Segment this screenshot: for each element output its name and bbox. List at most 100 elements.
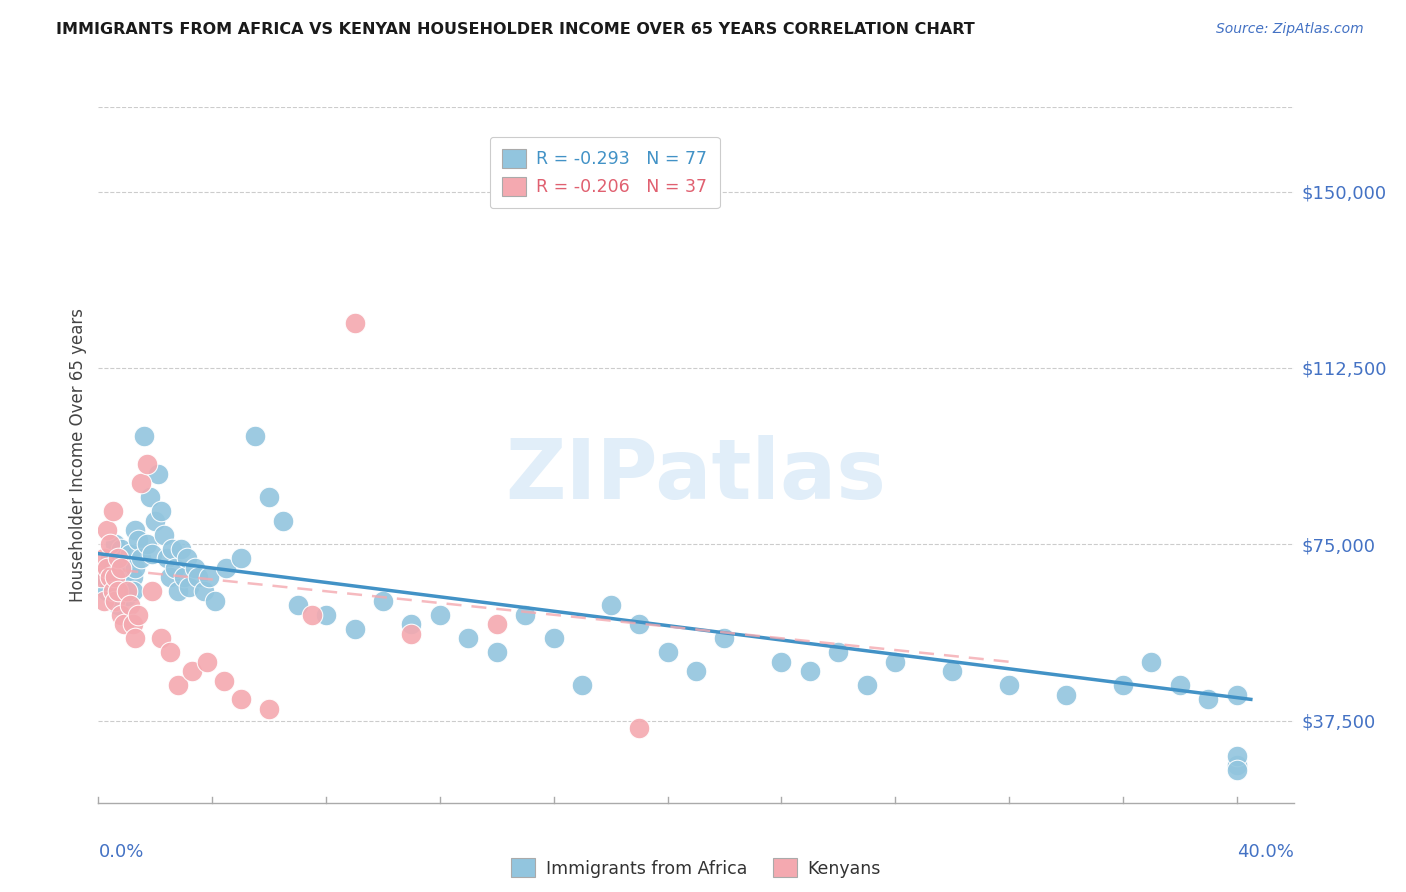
- Point: [104, 570, 127, 584]
- Point: [121, 584, 143, 599]
- Point: [184, 560, 207, 574]
- Point: [229, 692, 252, 706]
- Point: [93, 570, 115, 584]
- Point: [121, 617, 143, 632]
- Point: [181, 664, 204, 678]
- Point: [287, 599, 309, 613]
- Point: [212, 673, 235, 688]
- Point: [129, 476, 152, 491]
- Point: [127, 533, 149, 547]
- Point: [118, 599, 141, 613]
- Point: [93, 593, 115, 607]
- Point: [176, 551, 198, 566]
- Point: [112, 574, 135, 589]
- Point: [118, 547, 141, 561]
- Point: [371, 593, 394, 607]
- Point: [884, 655, 907, 669]
- Text: Source: ZipAtlas.com: Source: ZipAtlas.com: [1216, 22, 1364, 37]
- Point: [110, 560, 132, 574]
- Point: [96, 523, 118, 537]
- Point: [156, 551, 179, 566]
- Point: [170, 541, 193, 556]
- Point: [148, 467, 170, 481]
- Point: [150, 632, 173, 646]
- Point: [1054, 688, 1077, 702]
- Point: [129, 551, 152, 566]
- Point: [141, 584, 163, 599]
- Point: [229, 551, 252, 566]
- Point: [1140, 655, 1163, 669]
- Point: [98, 537, 121, 551]
- Point: [162, 541, 184, 556]
- Y-axis label: Householder Income Over 65 years: Householder Income Over 65 years: [69, 308, 87, 602]
- Point: [138, 490, 160, 504]
- Point: [110, 541, 132, 556]
- Point: [165, 560, 187, 574]
- Point: [104, 593, 127, 607]
- Point: [107, 551, 129, 566]
- Point: [167, 678, 190, 692]
- Point: [343, 316, 366, 330]
- Point: [1197, 692, 1219, 706]
- Point: [90, 570, 112, 584]
- Point: [167, 584, 190, 599]
- Point: [179, 580, 201, 594]
- Point: [96, 560, 118, 574]
- Point: [124, 560, 146, 574]
- Point: [93, 551, 115, 566]
- Point: [187, 570, 209, 584]
- Point: [124, 523, 146, 537]
- Point: [127, 607, 149, 622]
- Point: [515, 607, 537, 622]
- Point: [153, 528, 176, 542]
- Point: [173, 570, 195, 584]
- Point: [198, 570, 221, 584]
- Point: [485, 617, 508, 632]
- Point: [770, 655, 793, 669]
- Point: [98, 551, 121, 566]
- Point: [1226, 748, 1249, 763]
- Point: [150, 504, 173, 518]
- Point: [273, 514, 295, 528]
- Point: [143, 514, 166, 528]
- Point: [96, 584, 118, 599]
- Point: [401, 626, 423, 640]
- Point: [685, 664, 707, 678]
- Point: [827, 645, 849, 659]
- Point: [132, 429, 155, 443]
- Point: [1226, 758, 1249, 772]
- Point: [124, 632, 146, 646]
- Point: [159, 645, 181, 659]
- Point: [101, 560, 124, 574]
- Point: [115, 584, 138, 599]
- Point: [257, 490, 280, 504]
- Point: [301, 607, 323, 622]
- Point: [343, 622, 366, 636]
- Point: [243, 429, 266, 443]
- Point: [101, 504, 124, 518]
- Point: [141, 547, 163, 561]
- Point: [121, 570, 143, 584]
- Point: [571, 678, 593, 692]
- Point: [457, 632, 479, 646]
- Point: [1168, 678, 1191, 692]
- Point: [215, 560, 238, 574]
- Text: 40.0%: 40.0%: [1237, 843, 1294, 861]
- Point: [1226, 688, 1249, 702]
- Text: ZIPatlas: ZIPatlas: [506, 435, 886, 516]
- Point: [1112, 678, 1135, 692]
- Point: [107, 599, 129, 613]
- Point: [657, 645, 679, 659]
- Point: [204, 593, 226, 607]
- Point: [599, 599, 621, 613]
- Point: [315, 607, 337, 622]
- Point: [855, 678, 877, 692]
- Point: [941, 664, 963, 678]
- Point: [401, 617, 423, 632]
- Point: [107, 570, 129, 584]
- Text: IMMIGRANTS FROM AFRICA VS KENYAN HOUSEHOLDER INCOME OVER 65 YEARS CORRELATION CH: IMMIGRANTS FROM AFRICA VS KENYAN HOUSEHO…: [56, 22, 974, 37]
- Legend: Immigrants from Africa, Kenyans: Immigrants from Africa, Kenyans: [503, 851, 889, 885]
- Point: [628, 721, 651, 735]
- Point: [101, 584, 124, 599]
- Point: [112, 617, 135, 632]
